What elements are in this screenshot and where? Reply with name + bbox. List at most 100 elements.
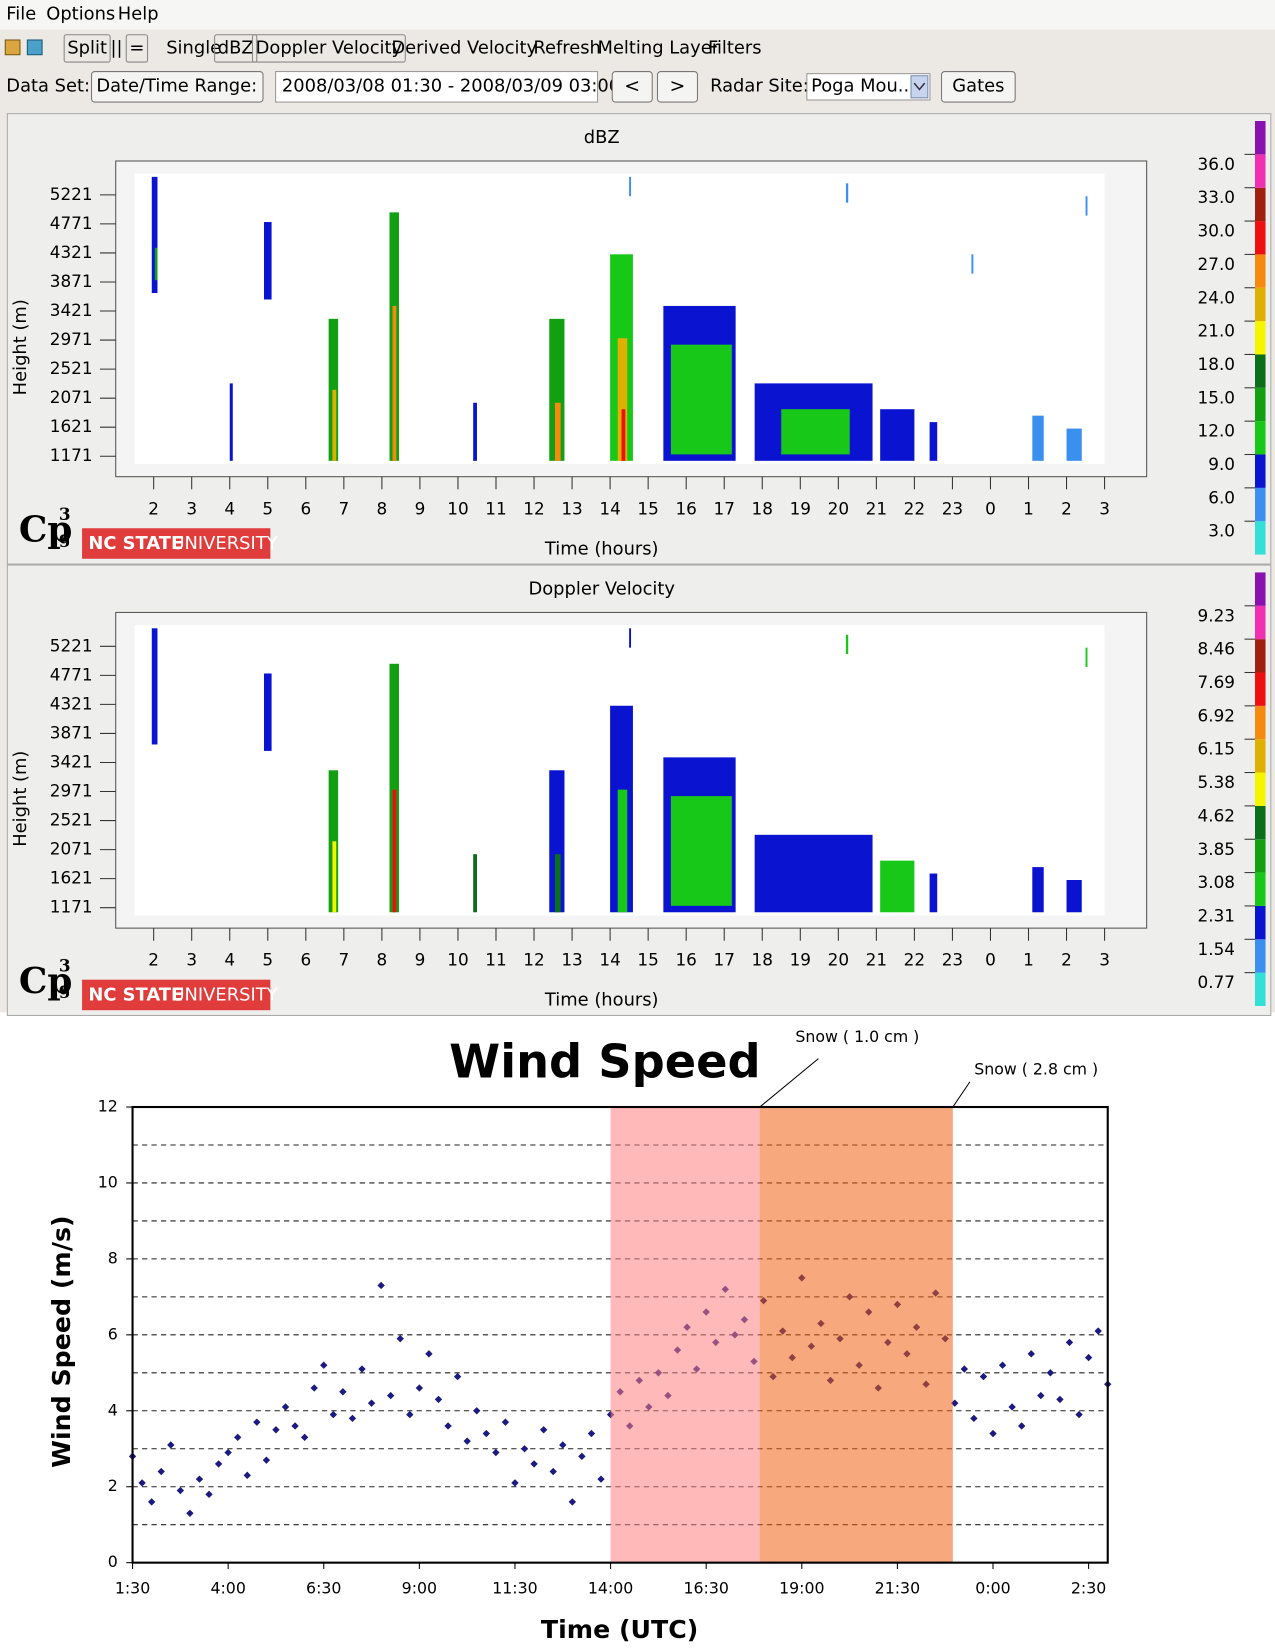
data-point <box>415 1384 424 1392</box>
data-point <box>989 1429 997 1438</box>
logo-sup: 3 <box>59 956 71 976</box>
colorbar-label: 18.0 <box>1198 354 1235 374</box>
colorbar-segment <box>1255 905 1266 940</box>
school-name: NC STATE <box>88 533 183 554</box>
toolbar-button-frame[interactable] <box>125 34 149 63</box>
y-axis-label: Height (m) <box>10 299 31 395</box>
data-point <box>262 1456 271 1464</box>
x-tick-label: 1:30 <box>115 1578 150 1597</box>
colorbar-label: 2.31 <box>1198 905 1235 925</box>
range-button-label[interactable]: Date/Time Range: <box>96 75 257 96</box>
x-tick-label: 19 <box>790 498 811 518</box>
y-tick-label: 10 <box>98 1172 118 1191</box>
toolbar-button[interactable]: Single <box>166 37 221 58</box>
data-point <box>1018 1422 1026 1430</box>
menu-item[interactable]: File <box>6 4 36 25</box>
gates-label[interactable]: Gates <box>952 75 1004 96</box>
toolbar-button-frame[interactable] <box>63 34 111 63</box>
radar-echo <box>263 673 272 751</box>
data-point <box>453 1372 462 1381</box>
data-point <box>358 1365 366 1373</box>
x-tick-label: 10 <box>447 950 468 970</box>
x-tick-label: 7 <box>338 950 349 970</box>
toolbar-button[interactable]: dBZ <box>218 37 254 58</box>
toolbar-button-frame[interactable] <box>251 34 406 63</box>
data-point <box>970 1414 978 1423</box>
snow-period <box>759 1107 953 1563</box>
data-point <box>1046 1369 1055 1377</box>
data-point <box>979 1372 988 1381</box>
toolbar-button[interactable]: || <box>110 37 122 58</box>
colorbar-label: 1.54 <box>1198 939 1235 959</box>
save-icon[interactable] <box>26 39 43 56</box>
data-point <box>147 1498 156 1506</box>
gates-button[interactable] <box>940 71 1016 103</box>
colorbar-label: 3.08 <box>1198 872 1235 892</box>
toolbar-button[interactable]: = <box>129 37 144 58</box>
colorbar-segment <box>1255 639 1266 673</box>
prev-label[interactable]: < <box>624 75 640 97</box>
x-tick-label: 8 <box>377 498 388 518</box>
x-tick-label: 3 <box>1099 950 1110 970</box>
annotation-line <box>759 1058 819 1108</box>
radar-echo <box>1085 196 1088 216</box>
data-point <box>549 1467 557 1476</box>
toolbar-button[interactable]: Split <box>67 37 107 58</box>
colorbar-label: 30.0 <box>1198 221 1235 241</box>
data-point <box>205 1490 213 1498</box>
radar-echo <box>621 409 626 461</box>
snow-period <box>610 1107 760 1563</box>
range-value[interactable]: 2008/03/08 01:30 - 2008/03/09 03:00 <box>282 75 620 96</box>
x-tick-label: 11:30 <box>492 1578 537 1597</box>
menu-item[interactable]: Options <box>46 4 115 25</box>
y-tick-label: 1621 <box>50 416 93 436</box>
data-point <box>176 1486 185 1495</box>
data-point <box>272 1426 280 1434</box>
toolbar-button[interactable]: Filters <box>708 37 762 58</box>
dataset-label: Data Set: <box>6 75 90 96</box>
colorbar-segment <box>1255 939 1266 973</box>
colorbar-segment <box>1255 672 1266 706</box>
range-button[interactable] <box>90 71 264 103</box>
colorbar-label: 5.38 <box>1198 772 1235 792</box>
prev-button[interactable] <box>611 71 653 103</box>
toolbar-button[interactable]: Refresh <box>533 37 601 58</box>
radar-echo <box>151 628 158 745</box>
radar-echo <box>151 176 158 294</box>
annotation-line <box>952 1081 971 1108</box>
range-field[interactable] <box>275 71 599 103</box>
colorbar-label: 15.0 <box>1198 387 1235 407</box>
x-axis-label: Time (hours) <box>544 990 659 1011</box>
x-tick-label: 2 <box>1061 498 1072 518</box>
data-point <box>320 1361 328 1369</box>
chart-title: Wind Speed <box>449 1034 760 1088</box>
radar-echo <box>629 176 632 197</box>
toolbar-button[interactable]: Doppler Velocity <box>256 37 403 58</box>
select-arrow[interactable] <box>910 75 929 99</box>
toolbar-button[interactable]: Derived Velocity <box>391 37 537 58</box>
data-point <box>501 1418 510 1426</box>
logo-mark: Cp <box>19 960 72 1002</box>
data-point <box>473 1407 481 1415</box>
data-point <box>1027 1350 1035 1358</box>
x-tick-label: 10 <box>447 498 468 518</box>
logo-sub: g <box>59 979 71 999</box>
site-value[interactable]: Poga Mou... <box>811 75 915 96</box>
data-point <box>568 1498 577 1506</box>
radar-echo <box>332 389 337 461</box>
menu-item[interactable]: Help <box>118 4 159 25</box>
next-label[interactable]: > <box>670 75 686 97</box>
radar-echo <box>473 402 477 461</box>
toolbar-button-frame[interactable] <box>214 34 258 63</box>
radar-echo <box>971 254 974 274</box>
data-point <box>281 1403 290 1411</box>
radar-echo <box>781 860 850 906</box>
next-button[interactable] <box>656 71 698 103</box>
toolbar-button[interactable]: Melting Layer <box>598 37 720 58</box>
open-icon[interactable] <box>4 39 21 56</box>
site-select[interactable] <box>806 73 931 101</box>
x-tick-label: 14:00 <box>588 1578 633 1597</box>
data-point <box>482 1429 490 1438</box>
school-name: NC STATE <box>88 984 183 1005</box>
